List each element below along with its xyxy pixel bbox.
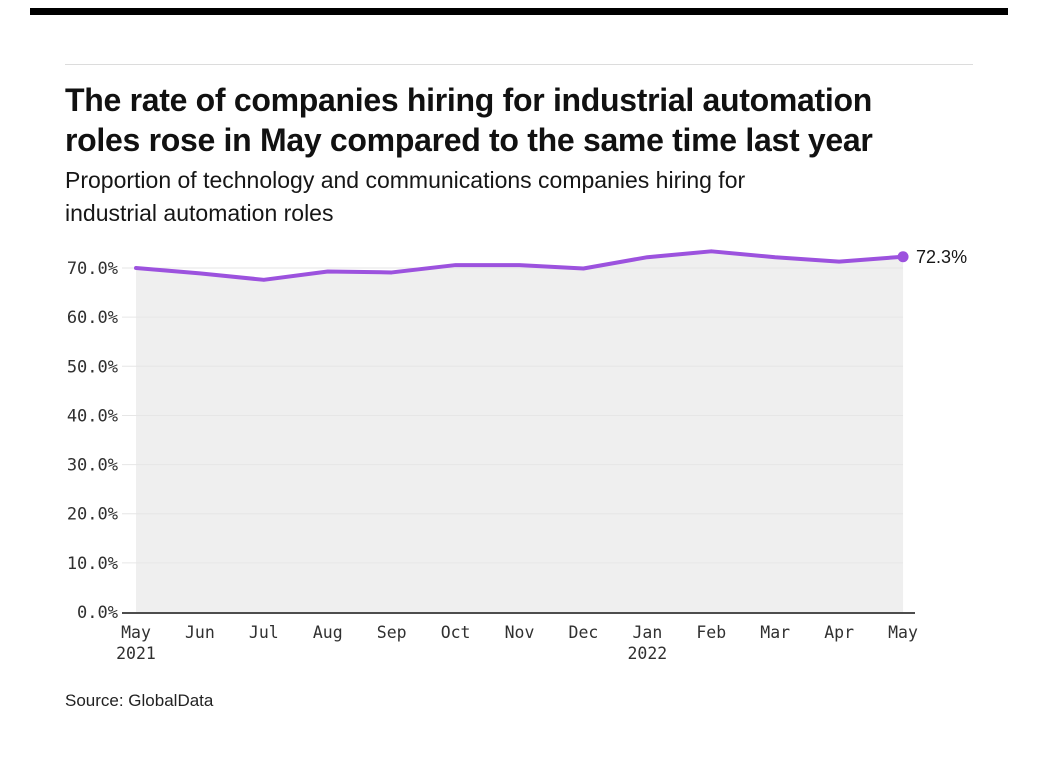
x-tick-label: May <box>121 623 151 642</box>
end-value-label: 72.3% <box>916 247 967 267</box>
end-point-marker <box>897 251 909 263</box>
y-tick-label: 30.0% <box>67 456 118 476</box>
y-tick-label: 20.0% <box>67 505 118 525</box>
x-tick-label: 2021 <box>116 644 156 663</box>
x-tick-label: Feb <box>696 623 726 642</box>
x-tick-label: Aug <box>313 623 343 642</box>
y-tick-label: 60.0% <box>67 308 118 328</box>
chart-title: The rate of companies hiring for industr… <box>65 80 985 160</box>
x-tick-label: 2022 <box>627 644 667 663</box>
chart-subtitle-line-2: industrial automation roles <box>65 200 334 226</box>
data-line <box>134 249 906 282</box>
chart-title-line-2: roles rose in May compared to the same t… <box>65 122 873 158</box>
source-caption: Source: GlobalData <box>65 691 214 710</box>
x-tick-label: May <box>888 623 918 642</box>
x-tick-label: Sep <box>377 623 407 642</box>
x-tick-label: Nov <box>505 623 535 642</box>
y-tick-label: 70.0% <box>67 259 118 279</box>
x-tick-label: Jul <box>249 623 279 642</box>
y-tick-label: 0.0% <box>77 603 118 623</box>
x-tick-label: Apr <box>824 623 854 642</box>
x-tick-label: Dec <box>569 623 599 642</box>
chart-title-line-1: The rate of companies hiring for industr… <box>65 82 872 118</box>
top-accent-bar <box>30 8 1008 15</box>
line-area-chart: 70.0%60.0%50.0%40.0%30.0%20.0%10.0%0.0%M… <box>67 247 967 663</box>
x-tick-label: Jan <box>632 623 662 642</box>
chart-subtitle: Proportion of technology and communicati… <box>65 164 985 230</box>
y-tick-label: 40.0% <box>67 406 118 426</box>
x-tick-label: Jun <box>185 623 215 642</box>
y-tick-label: 50.0% <box>67 357 118 377</box>
x-tick-label: Oct <box>441 623 471 642</box>
y-tick-label: 10.0% <box>67 554 118 574</box>
x-tick-label: Mar <box>760 623 790 642</box>
header-divider <box>65 64 973 65</box>
area-fill <box>136 251 904 613</box>
chart-subtitle-line-1: Proportion of technology and communicati… <box>65 167 746 193</box>
